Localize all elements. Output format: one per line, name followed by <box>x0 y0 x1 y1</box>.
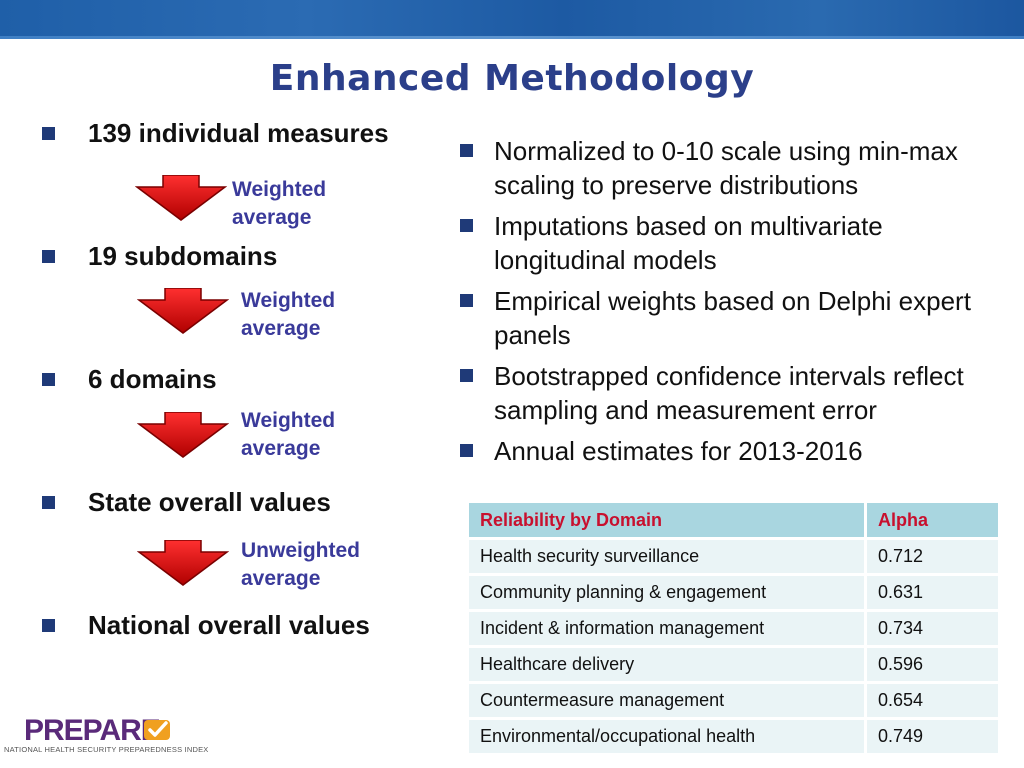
table-row: Healthcare delivery 0.596 <box>469 648 998 681</box>
arrow-label: Weighted average <box>232 176 326 232</box>
domain-cell: Healthcare delivery <box>469 648 867 681</box>
flow-item-measures: 139 individual measures <box>88 118 389 148</box>
arrow-label-line1: Unweighted <box>241 539 360 562</box>
bullet-square-icon <box>42 619 55 632</box>
bullet-square-icon <box>460 369 473 382</box>
bullet-square-icon <box>42 373 55 386</box>
method-bullet: Annual estimates for 2013-2016 <box>460 434 1020 468</box>
bullet-square-icon <box>460 144 473 157</box>
slide-title: Enhanced Methodology <box>269 58 755 99</box>
bullet-square-icon <box>42 496 55 509</box>
bullet-text: Normalized to 0-10 scale using min-max s… <box>494 136 958 200</box>
down-arrow-icon <box>137 412 229 458</box>
column-header-domain: Reliability by Domain <box>469 503 867 537</box>
arrow-label: Weighted average <box>241 287 335 343</box>
logo-wordmark: PREPARE <box>24 714 161 747</box>
bullet-square-icon <box>42 250 55 263</box>
reliability-table: Reliability by Domain Alpha Health secur… <box>469 500 998 756</box>
checkmark-icon <box>144 720 170 740</box>
flow-item-national: National overall values <box>88 610 370 640</box>
alpha-cell: 0.712 <box>867 540 998 573</box>
alpha-cell: 0.631 <box>867 576 998 609</box>
arrow-label-line2: average <box>241 437 321 460</box>
arrow-label-line1: Weighted <box>232 178 327 201</box>
table-row: Community planning & engagement 0.631 <box>469 576 998 609</box>
arrow-label: Unweighted average <box>241 537 360 593</box>
down-arrow-icon <box>137 540 229 586</box>
column-header-alpha: Alpha <box>867 503 998 537</box>
flow-item-subdomains: 19 subdomains <box>88 241 278 271</box>
down-arrow-icon <box>135 175 227 221</box>
bullet-text: Imputations based on multivariate longit… <box>494 211 883 275</box>
arrow-label-line1: Weighted <box>241 289 336 312</box>
flow-item-state: State overall values <box>88 487 331 517</box>
arrow-label: Weighted average <box>241 407 335 463</box>
table-row: Incident & information management 0.734 <box>469 612 998 645</box>
alpha-cell: 0.654 <box>867 684 998 717</box>
domain-cell: Countermeasure management <box>469 684 867 717</box>
top-banner <box>0 0 1024 39</box>
bullet-square-icon <box>460 219 473 232</box>
method-bullet: Bootstrapped confidence intervals reflec… <box>460 359 1020 427</box>
method-bullet: Imputations based on multivariate longit… <box>460 209 1020 277</box>
logo-subtitle: NATIONAL HEALTH SECURITY PREPAREDNESS IN… <box>4 745 209 754</box>
bullet-text: Empirical weights based on Delphi expert… <box>494 286 971 350</box>
domain-cell: Incident & information management <box>469 612 867 645</box>
method-bullet: Normalized to 0-10 scale using min-max s… <box>460 134 1020 202</box>
domain-cell: Health security surveillance <box>469 540 867 573</box>
bullet-square-icon <box>460 444 473 457</box>
alpha-cell: 0.596 <box>867 648 998 681</box>
alpha-cell: 0.734 <box>867 612 998 645</box>
flow-item-domains: 6 domains <box>88 364 217 394</box>
domain-cell: Community planning & engagement <box>469 576 867 609</box>
arrow-label-line2: average <box>241 317 321 340</box>
domain-cell: Environmental/occupational health <box>469 720 867 753</box>
bullet-square-icon <box>42 127 55 140</box>
table-row: Countermeasure management 0.654 <box>469 684 998 717</box>
method-bullets: Normalized to 0-10 scale using min-max s… <box>460 134 1020 475</box>
bullet-square-icon <box>460 294 473 307</box>
arrow-label-line2: average <box>232 206 312 229</box>
alpha-cell: 0.749 <box>867 720 998 753</box>
bullet-text: Annual estimates for 2013-2016 <box>494 436 863 466</box>
table-row: Health security surveillance 0.712 <box>469 540 998 573</box>
prepare-logo: PREPARE NATIONAL HEALTH SECURITY PREPARE… <box>2 714 208 764</box>
arrow-label-line1: Weighted <box>241 409 336 432</box>
method-bullet: Empirical weights based on Delphi expert… <box>460 284 1020 352</box>
arrow-label-line2: average <box>241 567 321 590</box>
down-arrow-icon <box>137 288 229 334</box>
table-header-row: Reliability by Domain Alpha <box>469 503 998 537</box>
table-row: Environmental/occupational health 0.749 <box>469 720 998 753</box>
bullet-text: Bootstrapped confidence intervals reflec… <box>494 361 964 425</box>
